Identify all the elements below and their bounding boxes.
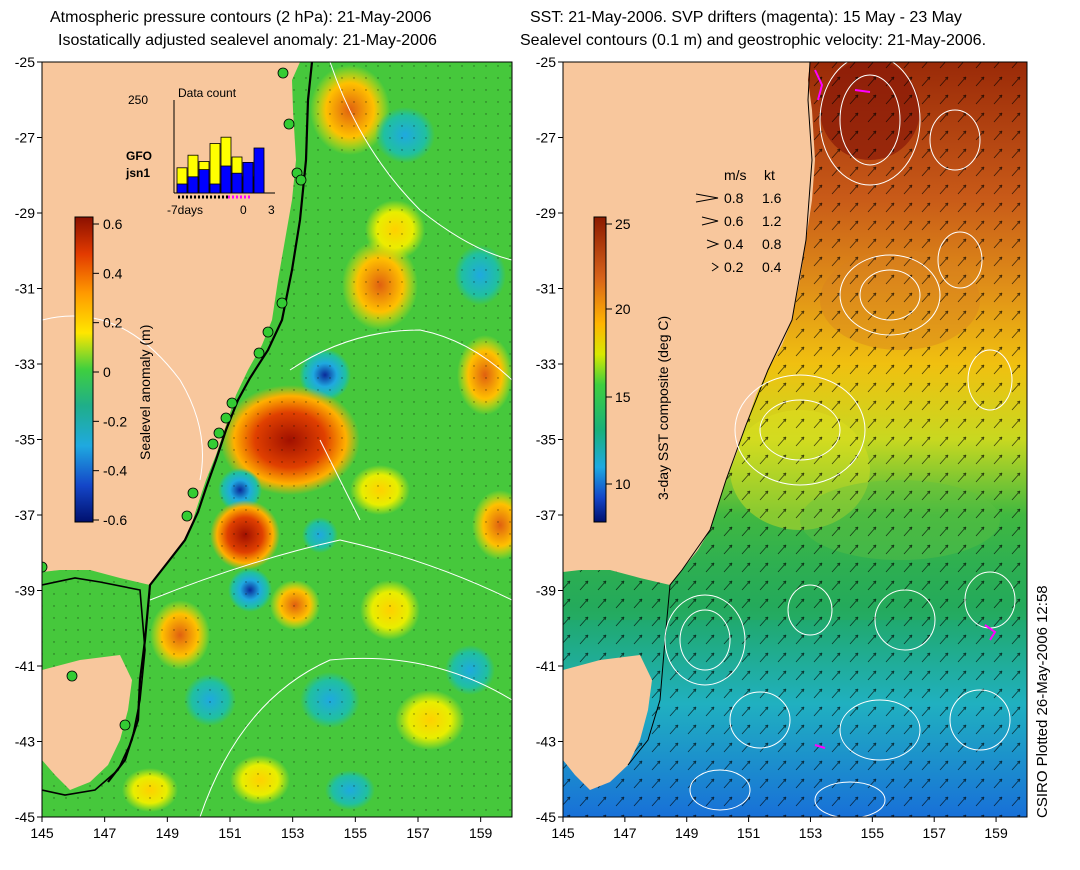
left-y-tick-label: -29: [15, 205, 35, 221]
left-map: [42, 62, 512, 817]
right-y-tick-label: -45: [536, 809, 556, 825]
sst-colorbar: [593, 216, 607, 523]
left-x-tick-label: 145: [30, 825, 54, 841]
velocity-legend-ms: 0.8: [724, 190, 744, 206]
velocity-legend: m/s kt 0.8 1.6 0.6 1.2 0.4 0.8 0.2 0.4: [695, 167, 782, 275]
right-y-tick-label: -29: [536, 205, 556, 221]
velocity-legend-header-kt: kt: [764, 167, 775, 183]
left-y-tick-label: -43: [15, 734, 35, 750]
velocity-legend-arrow: [711, 262, 719, 272]
inset-bar-jsn1: [209, 183, 221, 194]
right-y-tick-label: -41: [536, 658, 556, 674]
left-axes: 145 147 149 151 153 155 157 159 -25 -27 -29 -31 -33 -…: [15, 54, 493, 841]
inset-max-label: 250: [128, 93, 148, 107]
velocity-legend-kt: 1.6: [762, 190, 782, 206]
inset-xlabel-end: 3: [268, 203, 275, 217]
right-y-tick-label: -35: [536, 432, 556, 448]
inset-bar-jsn1: [220, 165, 232, 194]
left-y-tick-label: -39: [15, 583, 35, 599]
sst-colorbar-tick-label: 15: [615, 389, 631, 405]
velocity-legend-arrow: [701, 216, 719, 226]
sst-colorbar-ticks: 25 20 15 10: [606, 216, 631, 492]
sla-colorbar-tick-label: 0.2: [103, 315, 123, 331]
data-count-inset: Data count 250 -7days 0 3 GFO jsn1: [125, 86, 275, 217]
legend-jsn1: jsn1: [125, 166, 150, 180]
left-y-tick-label: -27: [15, 130, 35, 146]
sla-colorbar: [74, 216, 94, 523]
right-axes: 145 147 149 151 153 155 157 159 -25 -27 -29 -31 -33 -…: [536, 54, 1008, 841]
left-y-tick-label: -35: [15, 432, 35, 448]
velocity-legend-arrow: [695, 193, 719, 203]
left-y-tick-label: -37: [15, 507, 35, 523]
inset-bar-jsn1: [187, 176, 199, 194]
inset-xlabel-zero: 0: [240, 203, 247, 217]
left-x-tick-label: 151: [218, 825, 242, 841]
right-x-tick-label: 153: [799, 825, 823, 841]
inset-bar-jsn1: [253, 147, 265, 194]
left-x-tick-label: 159: [469, 825, 493, 841]
sla-colorbar-tick-label: 0.4: [103, 265, 123, 281]
sst-colorbar-tick-label: 20: [615, 301, 631, 317]
inset-bar-jsn1: [198, 169, 210, 194]
right-title-line2: Sealevel contours (0.1 m) and geostrophi…: [520, 32, 987, 49]
right-x-tick-label: 149: [675, 825, 699, 841]
left-title-line2: Isostatically adjusted sealevel anomaly:…: [58, 32, 437, 49]
left-y-tick-label: -33: [15, 356, 35, 372]
right-x-tick-label: 147: [613, 825, 637, 841]
right-y-tick-label: -33: [536, 356, 556, 372]
sla-colorbar-ticks: 0.6 0.4 0.2 0 -0.2 -0.4 -0.6: [93, 216, 127, 528]
right-x-tick-label: 159: [984, 825, 1008, 841]
sst-colorbar-label: 3-day SST composite (deg C): [655, 316, 671, 500]
right-x-tick-label: 151: [737, 825, 761, 841]
inset-bar-jsn1: [231, 172, 243, 194]
velocity-legend-kt: 0.4: [762, 259, 782, 275]
right-x-tick-label: 157: [923, 825, 947, 841]
left-y-tick-label: -31: [15, 281, 35, 297]
credit-label: CSIRO Plotted 26-May-2006 12:58: [1034, 585, 1051, 818]
right-title-line1: SST: 21-May-2006. SVP drifters (magenta)…: [530, 9, 962, 26]
right-x-tick-label: 155: [861, 825, 885, 841]
sla-colorbar-tick-label: -0.6: [103, 512, 127, 528]
sla-colorbar-tick-label: 0: [103, 364, 111, 380]
right-y-tick-label: -43: [536, 734, 556, 750]
velocity-legend-arrow: [706, 239, 720, 249]
left-x-tick-label: 149: [156, 825, 180, 841]
sla-colorbar-label: Sealevel anomaly (m): [137, 325, 153, 460]
velocity-legend-kt: 1.2: [762, 213, 782, 229]
left-x-tick-label: 147: [93, 825, 117, 841]
velocity-legend-ms: 0.2: [724, 259, 744, 275]
inset-title: Data count: [178, 86, 237, 100]
inset-bar-jsn1: [176, 183, 188, 194]
right-y-tick-label: -27: [536, 130, 556, 146]
sla-colorbar-tick-label: -0.2: [103, 413, 127, 429]
left-x-tick-label: 157: [406, 825, 430, 841]
left-x-tick-label: 155: [344, 825, 368, 841]
velocity-legend-kt: 0.8: [762, 236, 782, 252]
left-y-tick-label: -45: [15, 809, 35, 825]
inset-bar-jsn1: [242, 161, 254, 194]
right-y-tick-label: -39: [536, 583, 556, 599]
right-map: [563, 62, 1027, 817]
legend-gfo: GFO: [126, 149, 152, 163]
right-y-tick-label: -25: [536, 54, 556, 70]
left-y-tick-label: -25: [15, 54, 35, 70]
right-x-tick-label: 145: [551, 825, 575, 841]
velocity-legend-header-ms: m/s: [724, 167, 747, 183]
sst-colorbar-tick-label: 25: [615, 216, 631, 232]
left-y-tick-label: -41: [15, 658, 35, 674]
right-y-tick-label: -31: [536, 281, 556, 297]
sla-colorbar-tick-label: -0.4: [103, 463, 127, 479]
left-x-tick-label: 153: [281, 825, 305, 841]
inset-xlabel-start: -7days: [167, 203, 203, 217]
right-y-tick-label: -37: [536, 507, 556, 523]
sst-colorbar-tick-label: 10: [615, 476, 631, 492]
sla-colorbar-tick-label: 0.6: [103, 216, 123, 232]
velocity-legend-ms: 0.4: [724, 236, 744, 252]
velocity-legend-ms: 0.6: [724, 213, 744, 229]
left-title-line1: Atmospheric pressure contours (2 hPa): 2…: [50, 9, 432, 26]
